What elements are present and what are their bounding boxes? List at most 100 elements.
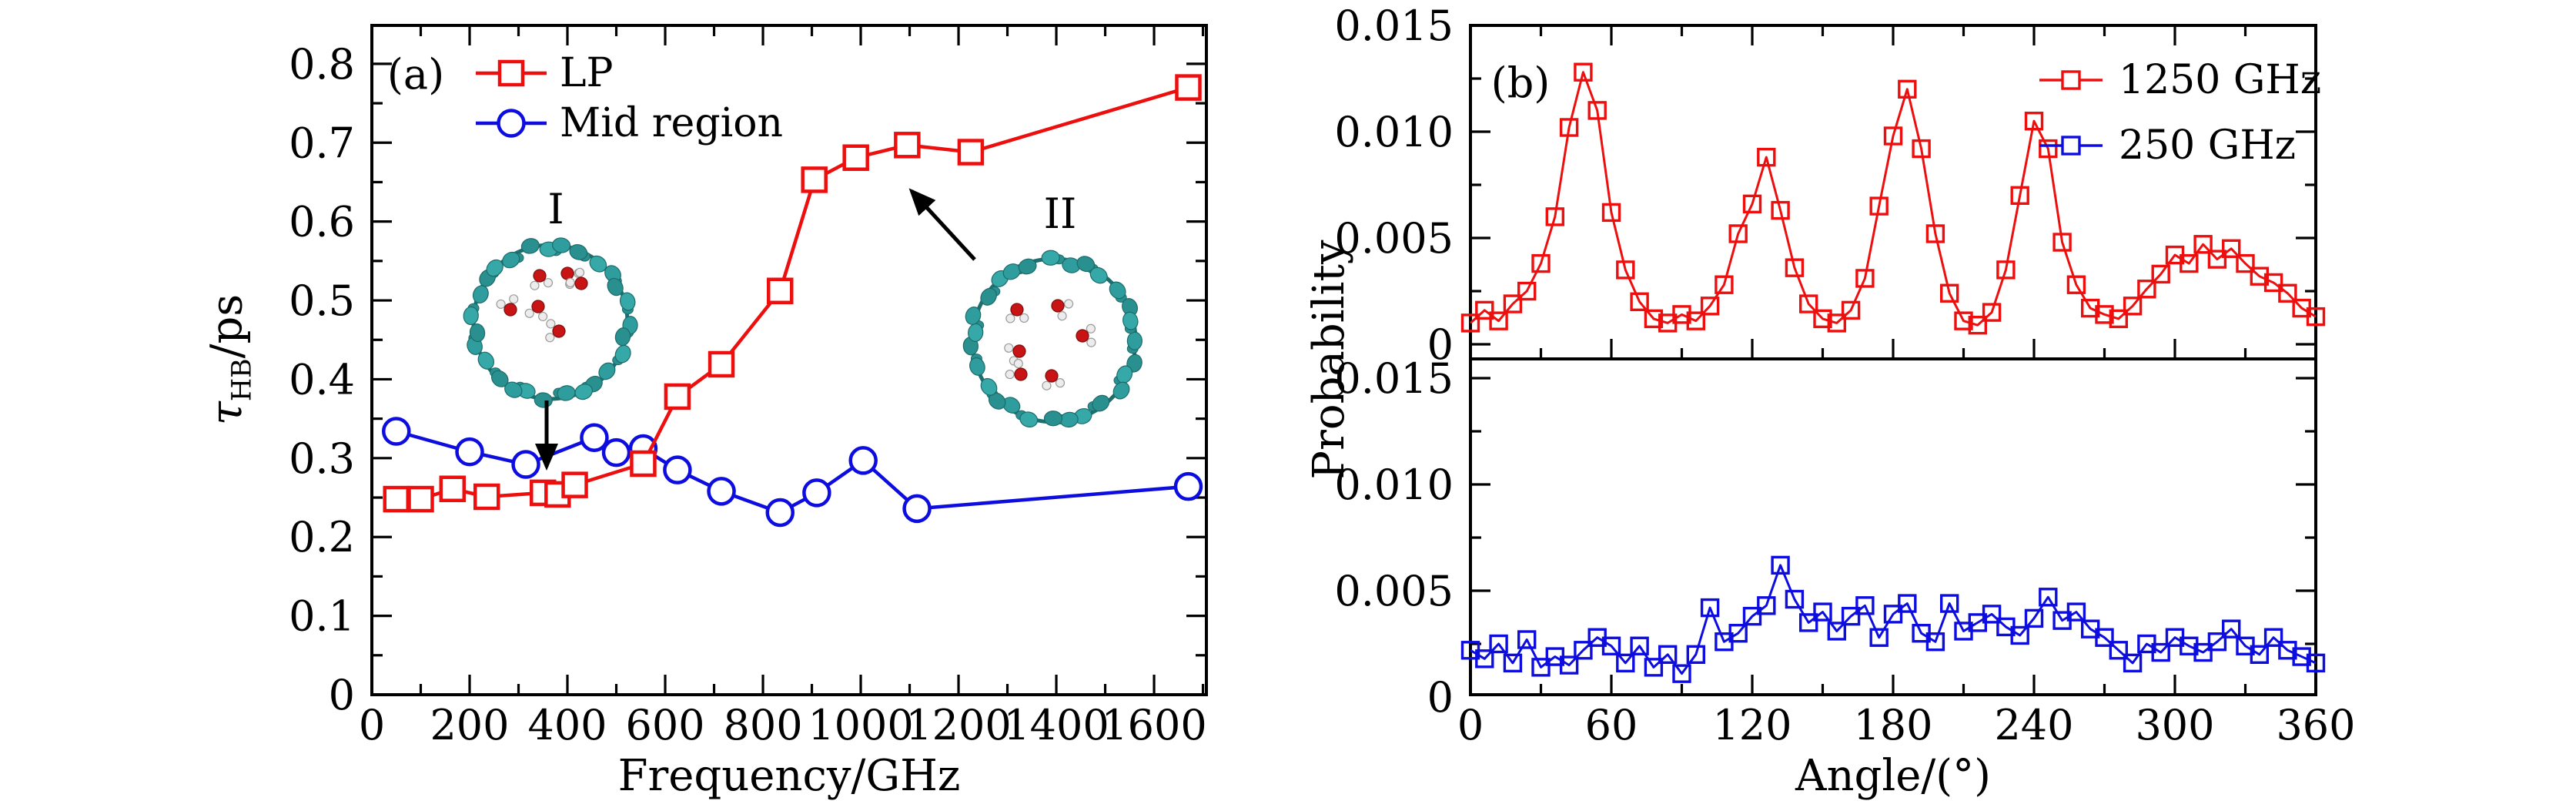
data-point-marker <box>1630 292 1649 311</box>
data-point-marker <box>407 485 434 513</box>
oxygen-atom <box>552 324 566 338</box>
tick-label: 1600 <box>1101 701 1206 749</box>
data-point-marker <box>1869 628 1889 647</box>
data-point-marker <box>1700 598 1720 618</box>
data-point-marker <box>2306 307 2326 327</box>
tick-label: 0.005 <box>1334 567 1454 615</box>
data-point-marker <box>2024 608 2044 628</box>
nanotube-atom <box>969 357 985 376</box>
data-point-marker <box>1982 605 2002 624</box>
data-point-marker <box>1489 634 1508 654</box>
oxygen-atom <box>1051 299 1065 313</box>
tick-label: 0.010 <box>1334 461 1454 509</box>
data-point-marker <box>1475 649 1494 669</box>
data-point-marker <box>1925 632 1945 652</box>
data-point-marker <box>1559 118 1579 137</box>
data-point-marker <box>1574 62 1593 82</box>
data-point-marker <box>1771 200 1790 220</box>
data-point-marker <box>1898 79 1917 99</box>
panel-b-y-axis-title: Probability <box>1304 240 1354 480</box>
tick-label: 0.005 <box>1334 214 1454 263</box>
data-point-marker <box>561 471 588 498</box>
data-point-marker <box>1175 74 1202 101</box>
data-point-marker <box>1827 622 1847 641</box>
data-point-marker <box>383 485 410 513</box>
data-point-marker <box>1827 313 1847 333</box>
data-point-marker <box>1460 313 1480 333</box>
data-point-marker <box>1841 606 1861 626</box>
data-point-marker <box>1517 281 1537 301</box>
data-point-marker <box>1616 653 1635 673</box>
data-point-marker <box>1658 645 1678 664</box>
oxygen-atom <box>503 303 517 317</box>
nanotube-atom <box>1112 381 1130 400</box>
inset-ii-label: II <box>1043 189 1077 238</box>
data-point-marker <box>1813 602 1832 622</box>
data-point-marker <box>1601 203 1621 223</box>
data-point-marker <box>1475 300 1494 320</box>
series-250-ghz <box>1460 555 2326 683</box>
data-point-marker <box>1898 594 1917 613</box>
tick-label: 0.7 <box>289 119 355 167</box>
oxygen-atom <box>533 269 547 283</box>
hydrogen-atom <box>1055 378 1066 388</box>
data-point-marker <box>1587 101 1607 120</box>
tick-label: 400 <box>527 701 607 749</box>
legend-b-label-250ghz: 250 GHz <box>2119 122 2297 169</box>
data-point-marker <box>1601 636 1621 655</box>
nanotube-atom <box>1122 311 1139 330</box>
tick-label: 300 <box>2135 701 2214 749</box>
hydrogen-atom <box>1005 313 1015 323</box>
series-lp <box>383 74 1202 513</box>
data-point-marker <box>1883 605 1903 624</box>
nanotube-atom <box>1089 266 1108 284</box>
data-point-marker <box>1841 300 1861 320</box>
data-point-marker <box>1785 589 1805 609</box>
hydrogen-atom <box>543 278 554 288</box>
hydrogen-atom <box>1004 343 1014 353</box>
tick-label: 0.5 <box>289 276 355 325</box>
data-point-marker <box>1672 664 1691 683</box>
hydrogen-atom <box>1042 380 1052 390</box>
legend-a-markers <box>476 59 547 138</box>
data-point-marker <box>1771 555 1790 575</box>
data-point-marker <box>1531 253 1551 273</box>
data-point-marker <box>848 446 878 475</box>
tick-label: 0.4 <box>289 355 355 404</box>
hydrogen-atom <box>530 280 540 290</box>
data-point-marker <box>2292 647 2311 666</box>
data-point-marker <box>1855 596 1875 615</box>
nanotube-atom <box>614 344 631 364</box>
hydrogen-atom <box>1013 358 1023 369</box>
data-point-marker <box>1798 613 1818 632</box>
data-point-marker <box>1173 471 1203 501</box>
hydrogen-atom <box>565 277 575 287</box>
hydrogen-atom <box>509 294 519 304</box>
data-point-marker <box>1785 258 1805 277</box>
data-point-marker <box>2263 628 2283 647</box>
data-point-marker <box>707 477 736 506</box>
nanotube-atom <box>463 306 479 326</box>
hydrogen-atom <box>1063 299 1074 309</box>
data-point-marker <box>2151 642 2170 662</box>
tick-label: 180 <box>1853 701 1932 749</box>
nanotube-atom <box>477 351 494 370</box>
data-point-marker <box>1517 630 1537 649</box>
nanotube-atom <box>598 362 616 380</box>
hydrogen-atom <box>1019 313 1029 323</box>
nanotube-atom <box>469 323 486 343</box>
nanotube-atom <box>1076 256 1096 273</box>
tau-symbol: τ <box>202 401 253 426</box>
water-molecule <box>524 300 548 322</box>
data-point-marker <box>2039 139 2058 159</box>
data-point-marker <box>1925 224 1945 243</box>
legend-a-square-marker <box>497 59 525 87</box>
data-point-marker <box>2278 283 2297 303</box>
hydrogen-atom <box>1086 323 1096 333</box>
tick-label: 1000 <box>808 701 913 749</box>
oxygen-atom <box>531 300 545 313</box>
legend-a-circle-marker <box>497 109 526 138</box>
data-point-marker <box>2066 602 2086 622</box>
nanotube-atom <box>486 259 503 277</box>
hydrogen-atom <box>1086 337 1096 347</box>
